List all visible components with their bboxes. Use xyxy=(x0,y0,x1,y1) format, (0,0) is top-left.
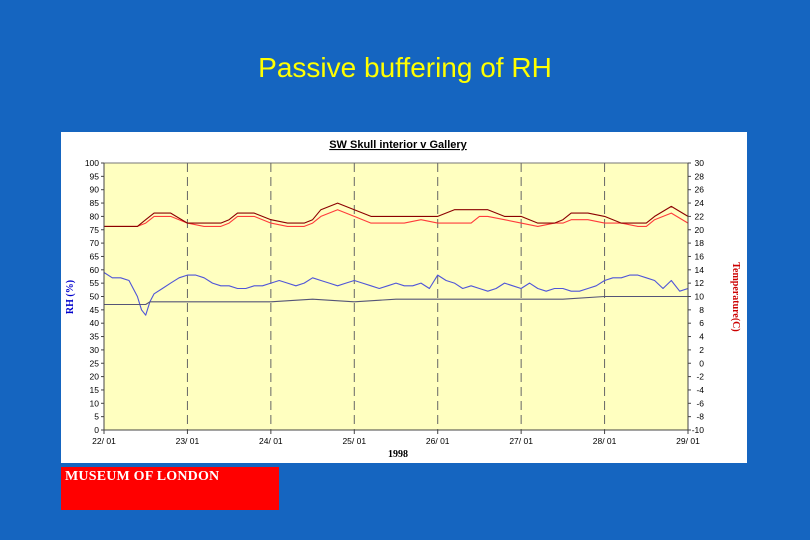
x-tick-label: 23/ 01 xyxy=(176,436,200,446)
rh-temperature-chart: SW Skull interior v Gallery 051015202530… xyxy=(65,139,741,460)
right-tick-label: 28 xyxy=(695,171,705,181)
right-tick-label: 12 xyxy=(695,278,705,288)
left-tick-label: 20 xyxy=(90,372,100,382)
left-tick-label: 55 xyxy=(90,278,100,288)
left-tick-label: 95 xyxy=(90,171,100,181)
x-tick-label: 22/ 01 xyxy=(92,436,116,446)
right-tick-label: 10 xyxy=(695,292,705,302)
left-tick-label: 40 xyxy=(90,318,100,328)
left-tick-label: 90 xyxy=(90,185,100,195)
slide-title: Passive buffering of RH xyxy=(258,52,552,83)
series-line-2 xyxy=(104,295,688,306)
left-tick-label: 80 xyxy=(90,211,100,221)
right-tick-label: 4 xyxy=(699,332,704,342)
x-tick-label: 29/ 01 xyxy=(676,436,700,446)
right-tick-label: 0 xyxy=(699,358,704,368)
x-axis: 22/ 01 23/ 01 24/ 01 25/ 01 26/ 01 27/ 01 28/ … xyxy=(92,429,700,446)
plot-area xyxy=(103,162,689,431)
right-tick-label: 26 xyxy=(695,185,705,195)
left-tick-label: 30 xyxy=(90,345,100,355)
right-tick-label: 6 xyxy=(699,318,704,328)
left-tick-label: 5 xyxy=(94,412,99,422)
chart-panel: SW Skull interior v Gallery 0 5 10 15 20 25 30… xyxy=(61,132,747,463)
left-tick-label: 50 xyxy=(90,292,100,302)
left-tick-label: 45 xyxy=(90,305,100,315)
series-line-3 xyxy=(104,209,689,227)
left-tick-label: 75 xyxy=(90,225,100,235)
right-tick-label: -4 xyxy=(696,385,704,395)
left-tick-label: 0 xyxy=(94,425,99,435)
x-tick-label: 25/ 01 xyxy=(342,436,366,446)
right-tick-label: -10 xyxy=(692,425,705,435)
left-tick-label: 60 xyxy=(90,265,100,275)
right-tick-label: -6 xyxy=(696,398,704,408)
left-axis: 0 5 10 15 20 25 30 35 40 45 50 55 60 65 70 75 80 85 90 95 10… xyxy=(85,158,105,435)
x-tick-label: 26/ 01 xyxy=(426,436,450,446)
right-tick-label: 14 xyxy=(695,265,705,275)
museum-logo: MUSEUM OF LONDON xyxy=(61,467,279,510)
vertical-gridlines xyxy=(186,163,606,430)
left-tick-label: 25 xyxy=(90,358,100,368)
series-line-1 xyxy=(103,272,689,316)
right-tick-label: 30 xyxy=(695,158,705,168)
right-tick-label: 18 xyxy=(695,238,705,248)
x-tick-label: 27/ 01 xyxy=(509,436,533,446)
left-tick-label: 85 xyxy=(90,198,100,208)
right-tick-label: 24 xyxy=(695,198,705,208)
x-tick-label: 24/ 01 xyxy=(259,436,283,446)
right-tick-label: 16 xyxy=(695,251,705,261)
left-tick-label: 35 xyxy=(90,332,100,342)
series-line-4 xyxy=(104,202,689,227)
right-tick-label: -8 xyxy=(696,412,704,422)
left-tick-label: 100 xyxy=(85,158,99,168)
left-tick-label: 15 xyxy=(90,385,100,395)
left-tick-label: 65 xyxy=(90,251,100,261)
left-tick-label: 70 xyxy=(90,238,100,248)
logo-text: MUSEUM OF LONDON xyxy=(65,469,220,484)
y-axis-label-right: Temperature(C) xyxy=(730,262,741,331)
right-tick-label: 22 xyxy=(695,211,705,221)
right-tick-label: 2 xyxy=(699,345,704,355)
x-axis-label: 1998 xyxy=(388,449,408,460)
left-tick-label: 10 xyxy=(90,398,100,408)
x-tick-label: 28/ 01 xyxy=(593,436,617,446)
chart-title: SW Skull interior v Gallery xyxy=(329,139,467,151)
right-tick-label: 20 xyxy=(695,225,705,235)
y-axis-label-left: RH (%) xyxy=(65,280,76,314)
right-tick-label: 8 xyxy=(699,305,704,315)
right-tick-label: -2 xyxy=(696,372,704,382)
series-layer xyxy=(103,202,689,316)
